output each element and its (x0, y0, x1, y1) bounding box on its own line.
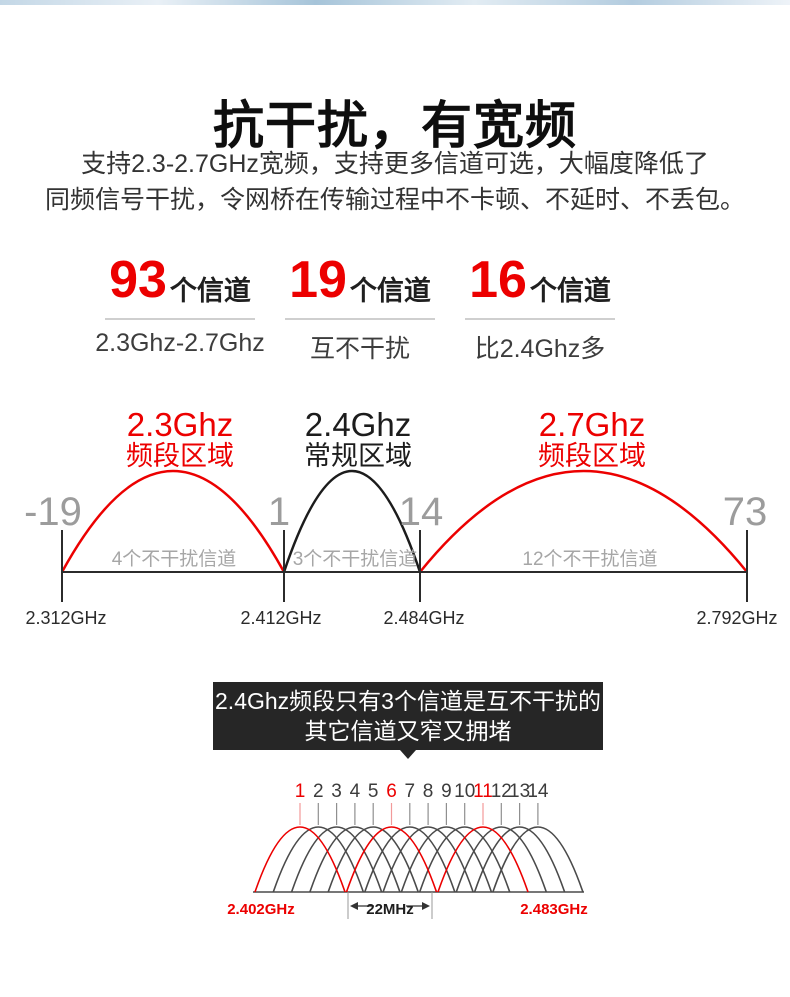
stat-unit: 个信道 (529, 275, 611, 306)
callout-banner: 2.4Ghz频段只有3个信道是互不干扰的 其它信道又窄又拥堵 (213, 682, 603, 750)
svg-text:5: 5 (368, 781, 379, 802)
svg-text:常规区域: 常规区域 (304, 441, 412, 471)
stats-row: 93 个信道 2.3Ghz-2.7Ghz 19 个信道 互不干扰 16 个信道 … (90, 253, 630, 365)
svg-text:2.402GHz: 2.402GHz (227, 901, 295, 918)
section-title: 抗干扰，有宽频 (212, 97, 577, 155)
svg-text:2.483GHz: 2.483GHz (520, 901, 588, 918)
down-arrow-icon (400, 750, 416, 759)
svg-text:4: 4 (350, 781, 361, 802)
svg-text:73: 73 (723, 490, 768, 534)
svg-text:2.7Ghz: 2.7Ghz (539, 406, 645, 443)
callout-line-2: 其它信道又窄又拥堵 (304, 718, 512, 744)
svg-text:13: 13 (509, 781, 530, 802)
stat-non-interfering-channels: 19 个信道 互不干扰 (270, 253, 450, 365)
stat-divider (465, 318, 615, 320)
stat-value: 93 (109, 251, 167, 310)
svg-text:频段区域: 频段区域 (126, 441, 234, 471)
svg-text:3个不干扰信道: 3个不干扰信道 (293, 548, 418, 570)
svg-text:2.3Ghz: 2.3Ghz (127, 406, 233, 443)
stat-unit: 个信道 (169, 275, 251, 306)
svg-text:9: 9 (441, 781, 452, 802)
spectrum-band-chart: 2.3Ghz频段区域4个不干扰信道2.4Ghz常规区域3个不干扰信道2.7Ghz… (24, 406, 777, 628)
svg-text:2: 2 (313, 781, 324, 802)
stat-divider (105, 318, 255, 320)
stat-unit: 个信道 (349, 275, 431, 306)
stat-caption: 互不干扰 (309, 335, 410, 363)
svg-text:1: 1 (295, 781, 306, 802)
callout-line-1: 2.4Ghz频段只有3个信道是互不干扰的 (215, 688, 601, 714)
svg-text:2.312GHz: 2.312GHz (25, 608, 106, 628)
top-image-edge (0, 0, 790, 5)
svg-text:频段区域: 频段区域 (538, 441, 646, 471)
svg-text:3: 3 (331, 781, 342, 802)
svg-text:7: 7 (405, 781, 416, 802)
svg-text:2.484GHz: 2.484GHz (383, 608, 464, 628)
svg-text:12个不干扰信道: 12个不干扰信道 (522, 548, 657, 570)
svg-text:11: 11 (473, 781, 493, 802)
stat-total-channels: 93 个信道 2.3Ghz-2.7Ghz (90, 253, 270, 365)
svg-text:12: 12 (491, 781, 512, 802)
svg-text:10: 10 (454, 781, 475, 802)
subtitle-line-1: 支持2.3-2.7GHz宽频，支持更多信道可选，大幅度降低了 (81, 150, 709, 178)
stat-divider (285, 318, 435, 320)
stat-caption: 比2.4Ghz多 (474, 335, 606, 363)
stat-caption: 2.3Ghz-2.7Ghz (95, 329, 265, 357)
stat-value: 19 (289, 251, 347, 310)
subtitle-line-2: 同频信号干扰，令网桥在传输过程中不卡顿、不延时、不丢包。 (44, 186, 745, 214)
svg-text:8: 8 (423, 781, 434, 802)
svg-text:4个不干扰信道: 4个不干扰信道 (112, 548, 237, 570)
stat-value-group: 93 个信道 (90, 251, 270, 310)
svg-text:22MHz: 22MHz (366, 901, 414, 918)
stat-extra-channels: 16 个信道 比2.4Ghz多 (450, 253, 630, 365)
svg-text:14: 14 (399, 490, 444, 534)
svg-text:1: 1 (268, 490, 290, 534)
stat-value: 16 (469, 251, 527, 310)
svg-text:2.792GHz: 2.792GHz (696, 608, 777, 628)
stat-value-group: 19 个信道 (270, 251, 450, 310)
svg-text:2.4Ghz: 2.4Ghz (305, 406, 411, 443)
svg-text:6: 6 (386, 781, 397, 802)
svg-text:14: 14 (527, 781, 549, 802)
svg-text:-19: -19 (24, 490, 82, 534)
stat-value-group: 16 个信道 (450, 251, 630, 310)
svg-text:2.412GHz: 2.412GHz (240, 608, 321, 628)
section-subtitle: 支持2.3-2.7GHz宽频，支持更多信道可选，大幅度降低了 同频信号干扰，令网… (0, 146, 790, 218)
